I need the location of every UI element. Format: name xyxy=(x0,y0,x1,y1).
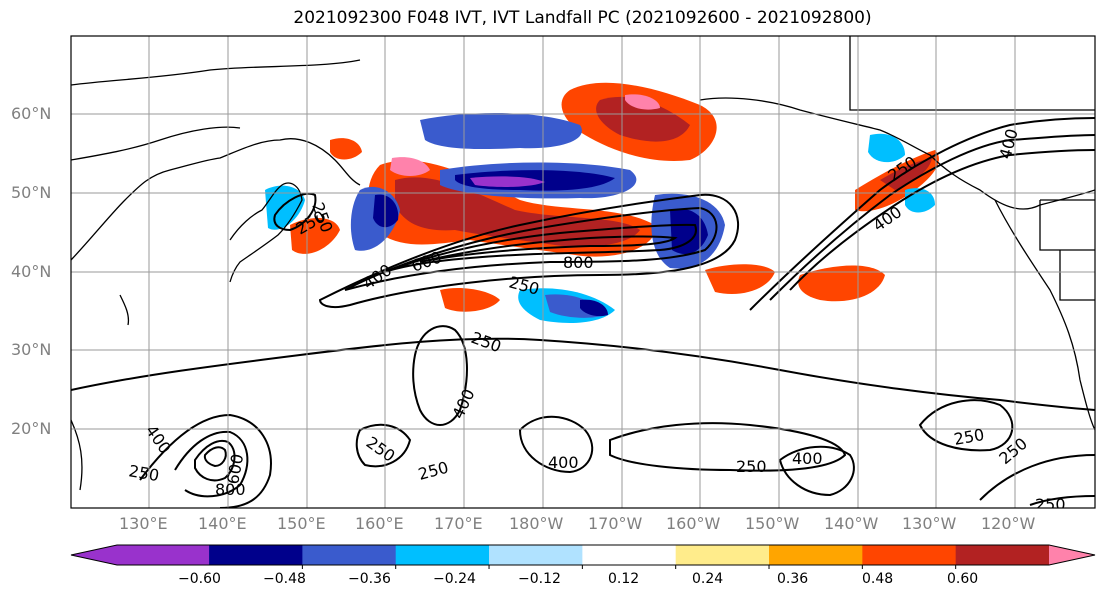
colorbar-segment xyxy=(955,545,1050,565)
lon-tick: 160°W xyxy=(666,514,721,533)
lon-tick: 140°W xyxy=(824,514,879,533)
colorbar-label: −0.60 xyxy=(178,571,221,587)
map-title: 2021092300 F048 IVT, IVT Landfall PC (20… xyxy=(293,8,872,28)
lat-tick: 50°N xyxy=(11,183,52,202)
colorbar-segment xyxy=(675,545,770,565)
colorbar-segment xyxy=(862,545,957,565)
ivt-contours xyxy=(71,117,1095,508)
colorbar-segment xyxy=(71,545,210,565)
colorbar-label: −0.12 xyxy=(518,571,561,587)
lon-tick: 130°E xyxy=(119,514,168,533)
lon-tick: 140°E xyxy=(198,514,247,533)
colorbar-label: 0.60 xyxy=(947,571,979,587)
gridlines xyxy=(71,36,1095,508)
colorbar-segment xyxy=(1049,545,1095,565)
colorbar-label: 0.24 xyxy=(692,571,724,587)
shaded-negative-jet xyxy=(265,113,935,323)
lon-tick: 160°E xyxy=(355,514,404,533)
colorbar-label: −0.36 xyxy=(348,571,391,587)
colorbar-label: −0.48 xyxy=(263,571,306,587)
lon-tick: 170°E xyxy=(434,514,483,533)
colorbar-segment xyxy=(489,545,583,565)
lon-tick: 120°W xyxy=(981,514,1036,533)
colorbar-segment xyxy=(582,545,677,565)
colorbar-segment xyxy=(209,545,303,565)
colorbar-segment xyxy=(302,545,397,565)
contour-label: 400 xyxy=(792,449,823,468)
colorbar-label: 0.48 xyxy=(862,571,894,587)
contour-label: 400 xyxy=(548,453,579,472)
lat-tick: 30°N xyxy=(11,340,52,359)
contour-label: 800 xyxy=(215,480,246,499)
lat-tick: 60°N xyxy=(11,104,52,123)
lon-tick: 180°W xyxy=(509,514,564,533)
contour-label: 250 xyxy=(736,457,767,476)
colorbar-label: −0.24 xyxy=(433,571,476,587)
colorbar-segment xyxy=(395,545,490,565)
contour-label: 250 xyxy=(1035,495,1066,514)
lon-tick: 150°E xyxy=(277,514,326,533)
colorbar-segment xyxy=(769,545,863,565)
lon-tick: 170°W xyxy=(588,514,643,533)
coastlines xyxy=(71,36,1095,491)
lat-tick: 40°N xyxy=(11,262,52,281)
colorbar-label: 0.36 xyxy=(777,571,809,587)
lon-tick: 130°W xyxy=(902,514,957,533)
lat-tick: 20°N xyxy=(11,419,52,438)
colorbar-label: 0.12 xyxy=(608,571,640,587)
lon-tick: 150°W xyxy=(745,514,800,533)
contour-label: 800 xyxy=(563,253,594,272)
map-frame xyxy=(70,35,1096,509)
